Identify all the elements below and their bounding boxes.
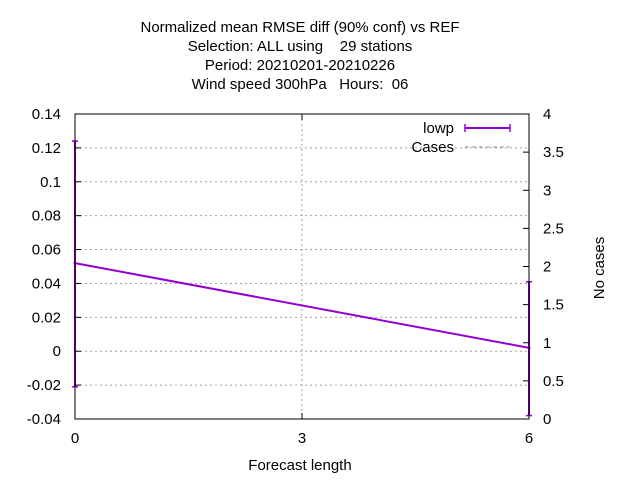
- x-tick-label: 6: [525, 430, 533, 447]
- title-line-4: Wind speed 300hPa Hours: 06: [192, 76, 409, 93]
- y2-tick-label: 2.5: [543, 220, 564, 237]
- x-tick-label: 0: [71, 430, 79, 447]
- y2-tick-label: 1: [543, 335, 551, 352]
- grid: [75, 114, 529, 419]
- y2-axis-label: No cases: [591, 237, 608, 300]
- series-lowp-line: [74, 262, 530, 349]
- y2-tick-label: 4: [543, 106, 551, 123]
- title-line-2: Selection: ALL using 29 stations: [188, 38, 413, 55]
- y-tick-label: 0.06: [32, 242, 61, 259]
- y-tick-label: 0.04: [32, 275, 61, 292]
- y-tick-label: 0.02: [32, 309, 61, 326]
- title-line-3: Period: 20210201-20210226: [205, 57, 395, 74]
- legend-label-cases: Cases: [411, 139, 454, 156]
- y-tick-label: 0.14: [32, 106, 61, 123]
- y2-tick-label: 1.5: [543, 297, 564, 314]
- y2-tick-label: 3: [543, 182, 551, 199]
- title-line-1: Normalized mean RMSE diff (90% conf) vs …: [141, 19, 460, 36]
- x-tick-label: 3: [298, 430, 306, 447]
- legend-label-lowp: lowp: [423, 120, 454, 137]
- y2-tick-label: 2: [543, 259, 551, 276]
- axes: -0.04 -0.02 0 0.02 0.04 0.06 0.08 0.1 0.12 0.14 0 0…: [27, 106, 608, 474]
- y-tick-label: -0.04: [27, 411, 61, 428]
- y-tick-label: -0.02: [27, 377, 61, 394]
- legend: lowp Cases: [411, 120, 511, 156]
- y2-tick-label: 3.5: [543, 144, 564, 161]
- y2-tick-label: 0: [543, 411, 551, 428]
- y-tick-label: 0: [53, 343, 61, 360]
- y-tick-label: 0.08: [32, 208, 61, 225]
- chart-title: Normalized mean RMSE diff (90% conf) vs …: [141, 19, 460, 93]
- x-axis-label: Forecast length: [248, 457, 351, 474]
- y-tick-label: 0.12: [32, 140, 61, 157]
- y2-tick-label: 0.5: [543, 373, 564, 390]
- y-tick-label: 0.1: [40, 174, 61, 191]
